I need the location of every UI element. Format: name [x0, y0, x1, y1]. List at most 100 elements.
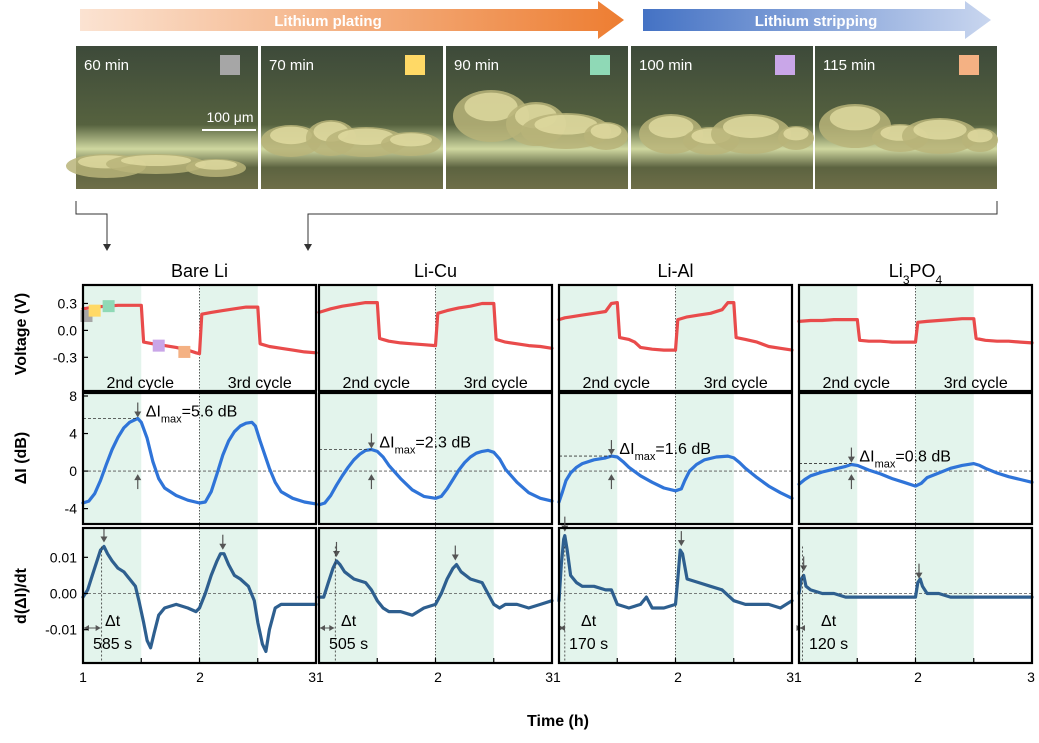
panel-1: Bare Li 2nd cycle 3rd cycle 0.3 0.0 -0.3 ΔImax… [45, 261, 318, 665]
micrograph-time: 100 min [639, 57, 692, 74]
max-arrow-head [134, 411, 142, 418]
panel-title: Li3PO4 [889, 261, 943, 287]
peak-arrow-head [677, 540, 685, 547]
plating-arrow: Lithium plating [80, 1, 624, 39]
x-tick-label: 2 [674, 669, 682, 685]
delta-t-value: 505 s [329, 636, 368, 653]
y-tick-label: -0.3 [53, 349, 77, 365]
derivative-row: Δt 170 s [557, 516, 794, 665]
zero-arrow-head [607, 474, 615, 481]
voltage-frame [81, 283, 318, 393]
lithium-deposit-highlight [783, 127, 809, 141]
delta_i-row: ΔImax=5.6 dB 8 4 0 -4 [65, 388, 318, 526]
peak-arrow-head [451, 554, 459, 561]
y-axis-title-voltage: Voltage (V) [13, 293, 30, 375]
peak-arrow-head [332, 550, 340, 557]
cycle-shade-1 [83, 285, 142, 663]
derivative-series [317, 559, 554, 617]
micrograph-1: 60 min 100 μm [66, 46, 258, 189]
derivative-row: Δt 585 s 0.01 0.00 -0.01 [45, 526, 318, 665]
cycle-label-2: 3rd cycle [944, 375, 1008, 392]
max-arrow-head [847, 456, 855, 463]
micrograph-5: 115 min [815, 46, 998, 189]
derivative-row: Δt 120 s [796, 526, 1034, 665]
cycle-label-1: 2nd cycle [106, 375, 174, 392]
peak-arrow-head [915, 572, 923, 579]
micrograph-marker [405, 55, 425, 75]
y-tick-label: -0.01 [45, 622, 77, 638]
panel-2: Li-Cu 2nd cycle 3rd cycle ΔImax=2.3 dB Δt 505… [317, 261, 554, 665]
panel-3: Li-Al 2nd cycle 3rd cycle ΔImax=1.6 dB Δt 170… [557, 261, 794, 665]
x-tick-label: 2 [434, 669, 442, 685]
x-tick-label: 3 [1027, 669, 1035, 685]
micrograph-3: 90 min [446, 46, 628, 189]
lithium-deposit-highlight [913, 119, 967, 140]
delta-t-label: Δt [105, 613, 121, 630]
voltage-row: 2nd cycle 3rd cycle [317, 283, 554, 393]
cycle-label-2: 3rd cycle [464, 375, 528, 392]
lithium-deposit-highlight [464, 92, 518, 122]
voltage-row: 2nd cycle 3rd cycle [797, 283, 1034, 393]
zero-arrow-head [134, 474, 142, 481]
y-tick-label: -4 [65, 501, 78, 517]
delta-t-value: 120 s [809, 636, 848, 653]
zero-arrow-head [367, 474, 375, 481]
panel-title: Li-Cu [414, 261, 457, 281]
micrograph-time: 70 min [269, 57, 314, 74]
x-axis-title: Time (h) [527, 713, 589, 730]
voltage-series [81, 303, 318, 356]
cycle-shade-1 [799, 285, 858, 663]
x-tick-label: 31 [786, 669, 802, 685]
lithium-deposit-highlight [338, 128, 394, 145]
micrograph-marker [775, 55, 795, 75]
y-axis-title-derivative: d(ΔI)/dt [13, 567, 30, 624]
lithium-deposit-highlight [121, 155, 191, 166]
y-tick-label: 4 [69, 426, 77, 442]
peak-arrow-head [219, 543, 227, 550]
delta-t-value: 170 s [569, 636, 608, 653]
voltage-row: 2nd cycle 3rd cycle 0.3 0.0 -0.3 [53, 283, 318, 393]
x-tick-label: 1 [79, 669, 87, 685]
cycle-label-1: 2nd cycle [582, 375, 650, 392]
micrograph-4: 100 min [631, 46, 814, 189]
delta-i-max-label: ΔImax=0.8 dB [859, 449, 951, 471]
panel-title: Li-Al [657, 261, 693, 281]
voltage-marker [178, 345, 191, 358]
derivative-series [557, 533, 794, 610]
panel-4: Li3PO4 2nd cycle 3rd cycle ΔImax=0.8 dB Δt 12… [796, 261, 1034, 665]
delta-t-label: Δt [821, 613, 837, 630]
micrograph-strip: 60 min 100 μm 70 min 90 min 100 min 115 min [66, 46, 998, 189]
delta-t-arrow-right [329, 625, 335, 631]
y-axis-title-delta-i: ΔI (dB) [13, 432, 30, 484]
y-tick-label: 0.00 [50, 586, 77, 602]
delta-t-value: 585 s [93, 636, 132, 653]
max-arrow-head [607, 449, 615, 456]
cycle-label-2: 3rd cycle [704, 375, 768, 392]
micrograph-2: 70 min [261, 46, 443, 189]
x-tick-label: 31 [545, 669, 561, 685]
y-tick-label: 0.3 [58, 295, 78, 311]
lithium-deposit-highlight [648, 116, 694, 138]
x-tick-label: 2 [196, 669, 204, 685]
lithium-deposit-highlight [590, 123, 622, 139]
delta-t-arrow-right [95, 625, 101, 631]
cycle-shade-2 [435, 285, 494, 663]
y-tick-label: 8 [69, 388, 77, 404]
lithium-deposit-highlight [829, 106, 881, 131]
delta-t-label: Δt [581, 613, 597, 630]
x-tick-label: 31 [308, 669, 324, 685]
y-tick-label: 0 [69, 463, 77, 479]
voltage-series [797, 317, 1034, 345]
voltage-marker [152, 339, 165, 352]
delta_i-frame [797, 391, 1034, 526]
voltage-row: 2nd cycle 3rd cycle [557, 283, 794, 393]
delta-t-arrow-left [800, 625, 805, 631]
delta_i-series [81, 416, 318, 506]
micrograph-time: 90 min [454, 57, 499, 74]
delta-i-max-label: ΔImax=2.3 dB [379, 434, 471, 456]
delta_i-frame [81, 391, 318, 526]
voltage-frame [317, 283, 554, 393]
scale-bar-label: 100 μm [207, 109, 254, 125]
cycle-shade-2 [675, 285, 734, 663]
